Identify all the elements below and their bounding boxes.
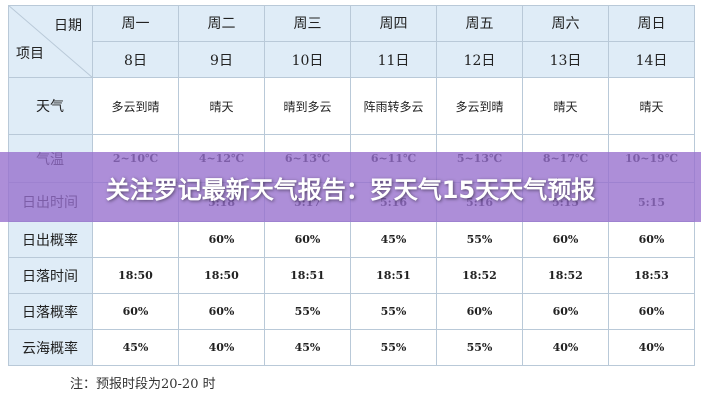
cell: 多云到晴 [437,78,523,135]
date: 9日 [179,42,265,78]
row-label: 云海概率 [8,330,93,366]
cell: 18:51 [265,258,351,294]
cell: 晴到多云 [265,78,351,135]
corner-bottom: 项目 [16,46,44,62]
cell: 18:52 [437,258,523,294]
cell [93,222,179,258]
weekday: 周日 [609,5,695,42]
cell: 60% [179,294,265,330]
date: 8日 [93,42,179,78]
cell: 60% [437,294,523,330]
cell: 18:50 [179,258,265,294]
weekday: 周六 [523,5,609,42]
date: 11日 [351,42,437,78]
cell: 40% [609,330,695,366]
row-label: 天气 [8,78,93,135]
cell: 18:52 [523,258,609,294]
cell: 60% [265,222,351,258]
date: 12日 [437,42,523,78]
cell: 45% [351,222,437,258]
cell: 55% [437,222,523,258]
cell: 45% [265,330,351,366]
date: 13日 [523,42,609,78]
weekday: 周一 [93,5,179,42]
cell: 60% [179,222,265,258]
weekday: 周三 [265,5,351,42]
cell: 60% [609,294,695,330]
cell: 晴天 [179,78,265,135]
cell: 18:53 [609,258,695,294]
corner-cell: 日期 项目 [8,5,93,78]
corner-top: 日期 [54,18,82,34]
cell: 45% [93,330,179,366]
cell: 55% [265,294,351,330]
cell: 40% [523,330,609,366]
cell: 18:51 [351,258,437,294]
cell: 晴天 [609,78,695,135]
cell: 60% [523,294,609,330]
weekday: 周五 [437,5,523,42]
cell: 60% [609,222,695,258]
date: 10日 [265,42,351,78]
cell: 多云到晴 [93,78,179,135]
cell: 55% [437,330,523,366]
cell: 40% [179,330,265,366]
weekday: 周四 [351,5,437,42]
cell: 晴天 [523,78,609,135]
cell: 60% [523,222,609,258]
cell: 55% [351,330,437,366]
cell: 阵雨转多云 [351,78,437,135]
diagonal [8,5,93,78]
cell: 18:50 [93,258,179,294]
cell: 55% [351,294,437,330]
row-label: 日出概率 [8,222,93,258]
cell: 60% [93,294,179,330]
row-label: 日落概率 [8,294,93,330]
note: 注：预报时段为20-20 时 [70,377,216,392]
banner: 关注罗记最新天气报告：罗天气15天天气预报 [0,152,701,222]
row-label: 日落时间 [8,258,93,294]
date: 14日 [609,42,695,78]
weekday: 周二 [179,5,265,42]
